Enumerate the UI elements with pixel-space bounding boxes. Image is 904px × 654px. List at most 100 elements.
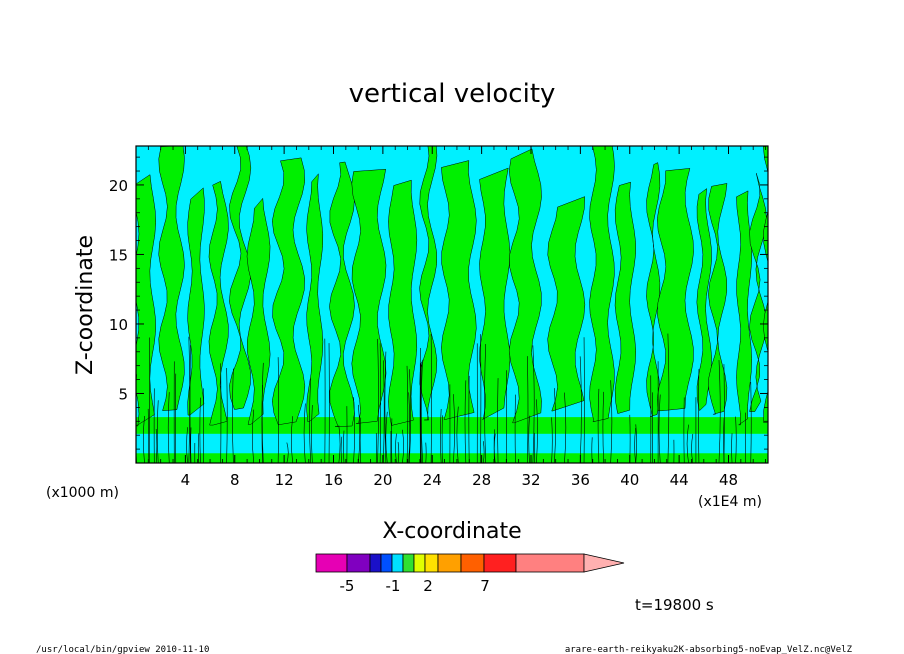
contour-line [303,403,306,463]
contour-plume [329,161,355,427]
contour-plume [736,190,752,426]
contour-line [397,442,400,463]
colorbar-segment [380,553,393,573]
contour-line [143,415,145,463]
colorbar-segment [437,553,462,573]
colorbar-tick-label: 7 [480,577,490,595]
contour-line [691,433,694,463]
contour-line [311,405,313,463]
y-tick-label: 10 [109,316,128,334]
contour-plume [271,157,306,426]
colorbar-extend-arrow [583,553,625,573]
colorbar-tick-labels: -5 -1 2 7 [340,577,490,595]
contour-plume [229,146,252,410]
x-tick-label: 8 [230,471,240,489]
x-axis-secondary-unit-label: (x1E4 m) [698,494,762,510]
contour-line [564,392,567,463]
contour-line [286,442,289,463]
contour-line [379,343,381,463]
contour-line [359,417,362,463]
contour-line [395,433,397,463]
contour-plume [479,167,511,420]
y-axis-ticks: 5 10 15 20 [109,156,768,450]
bottom-band-green [136,453,768,463]
contour-line [735,416,737,463]
contour-plume [306,173,324,422]
contour-line [536,399,538,463]
contour-line [384,351,387,463]
x-axis-unit-label: (x1000 m) [46,485,119,501]
contour-plume [419,146,438,421]
contour-line [408,392,411,463]
contour-line [232,368,234,463]
x-tick-label: 40 [620,471,639,489]
x-tick-label: 28 [472,471,491,489]
contour-line [551,417,553,463]
x-tick-label: 4 [181,471,191,489]
contour-line [602,391,604,463]
contour-line [197,433,200,463]
contour-line [464,380,467,463]
colorbar-segment [369,553,382,573]
contour-plume [388,179,418,426]
contour-line [156,400,159,463]
contour-line [291,416,293,463]
y-axis-label: Z-coordinate [73,235,98,375]
x-axis-label: X-coordinate [382,519,521,544]
footer-command-path: /usr/local/bin/gpview 2010-11-10 [36,645,209,654]
contour-line [199,397,201,463]
contour-line [353,397,355,463]
x-axis-ticks: 4 8 12 16 20 24 28 32 36 40 44 48 [147,146,766,489]
colorbar-segment [391,553,404,573]
y-tick-label: 15 [109,246,128,264]
colorbar-segment [515,553,585,573]
colorbar-segment [346,553,371,573]
contour-line [419,363,422,463]
contour-plume [187,187,205,416]
contour-line [167,392,170,463]
x-tick-label: 48 [719,471,738,489]
x-tick-label: 20 [373,471,392,489]
colorbar-segment [483,553,517,573]
footer-file-variable: arare-earth-reikyaku2K-absorbing5-noEvap… [565,645,853,654]
contour-plume [589,146,615,423]
contour-line [340,436,343,463]
contour-line [667,333,670,463]
contour-line [527,356,529,463]
contour-line [686,424,689,463]
colorbar-tick-label: -1 [386,577,401,595]
colorbar-segment [413,553,426,573]
colorbar [315,553,625,573]
contour-line [528,415,530,463]
contour-plume [547,196,586,412]
contour-plume [136,174,157,427]
y-tick-label: 5 [118,385,128,403]
contour-plume [696,188,712,411]
contour-line [261,362,264,463]
contour-plume [614,181,637,414]
contour-line [358,404,361,463]
x-tick-label: 44 [670,471,689,489]
colorbar-segment [402,553,415,573]
contour-fill-layer [136,146,768,463]
contour-line [338,425,341,463]
contour-line [252,409,255,463]
contour-line [420,359,423,463]
contour-line [635,424,637,463]
contour-line [484,343,487,463]
contour-line [188,336,191,463]
contour-plume [351,168,387,424]
contour-line [482,441,485,463]
time-label: t=19800 s [635,596,714,614]
colorbar-tick-label: 2 [423,577,433,595]
low-band-cyan [136,433,768,447]
plot-frame [135,145,769,464]
contour-line [554,388,556,463]
x-tick-label: 36 [571,471,590,489]
contour-line [343,430,345,463]
colorbar-tick-label: -5 [340,577,355,595]
contour-line [532,345,535,463]
contour-line [277,357,279,463]
contour-plume [208,180,229,426]
